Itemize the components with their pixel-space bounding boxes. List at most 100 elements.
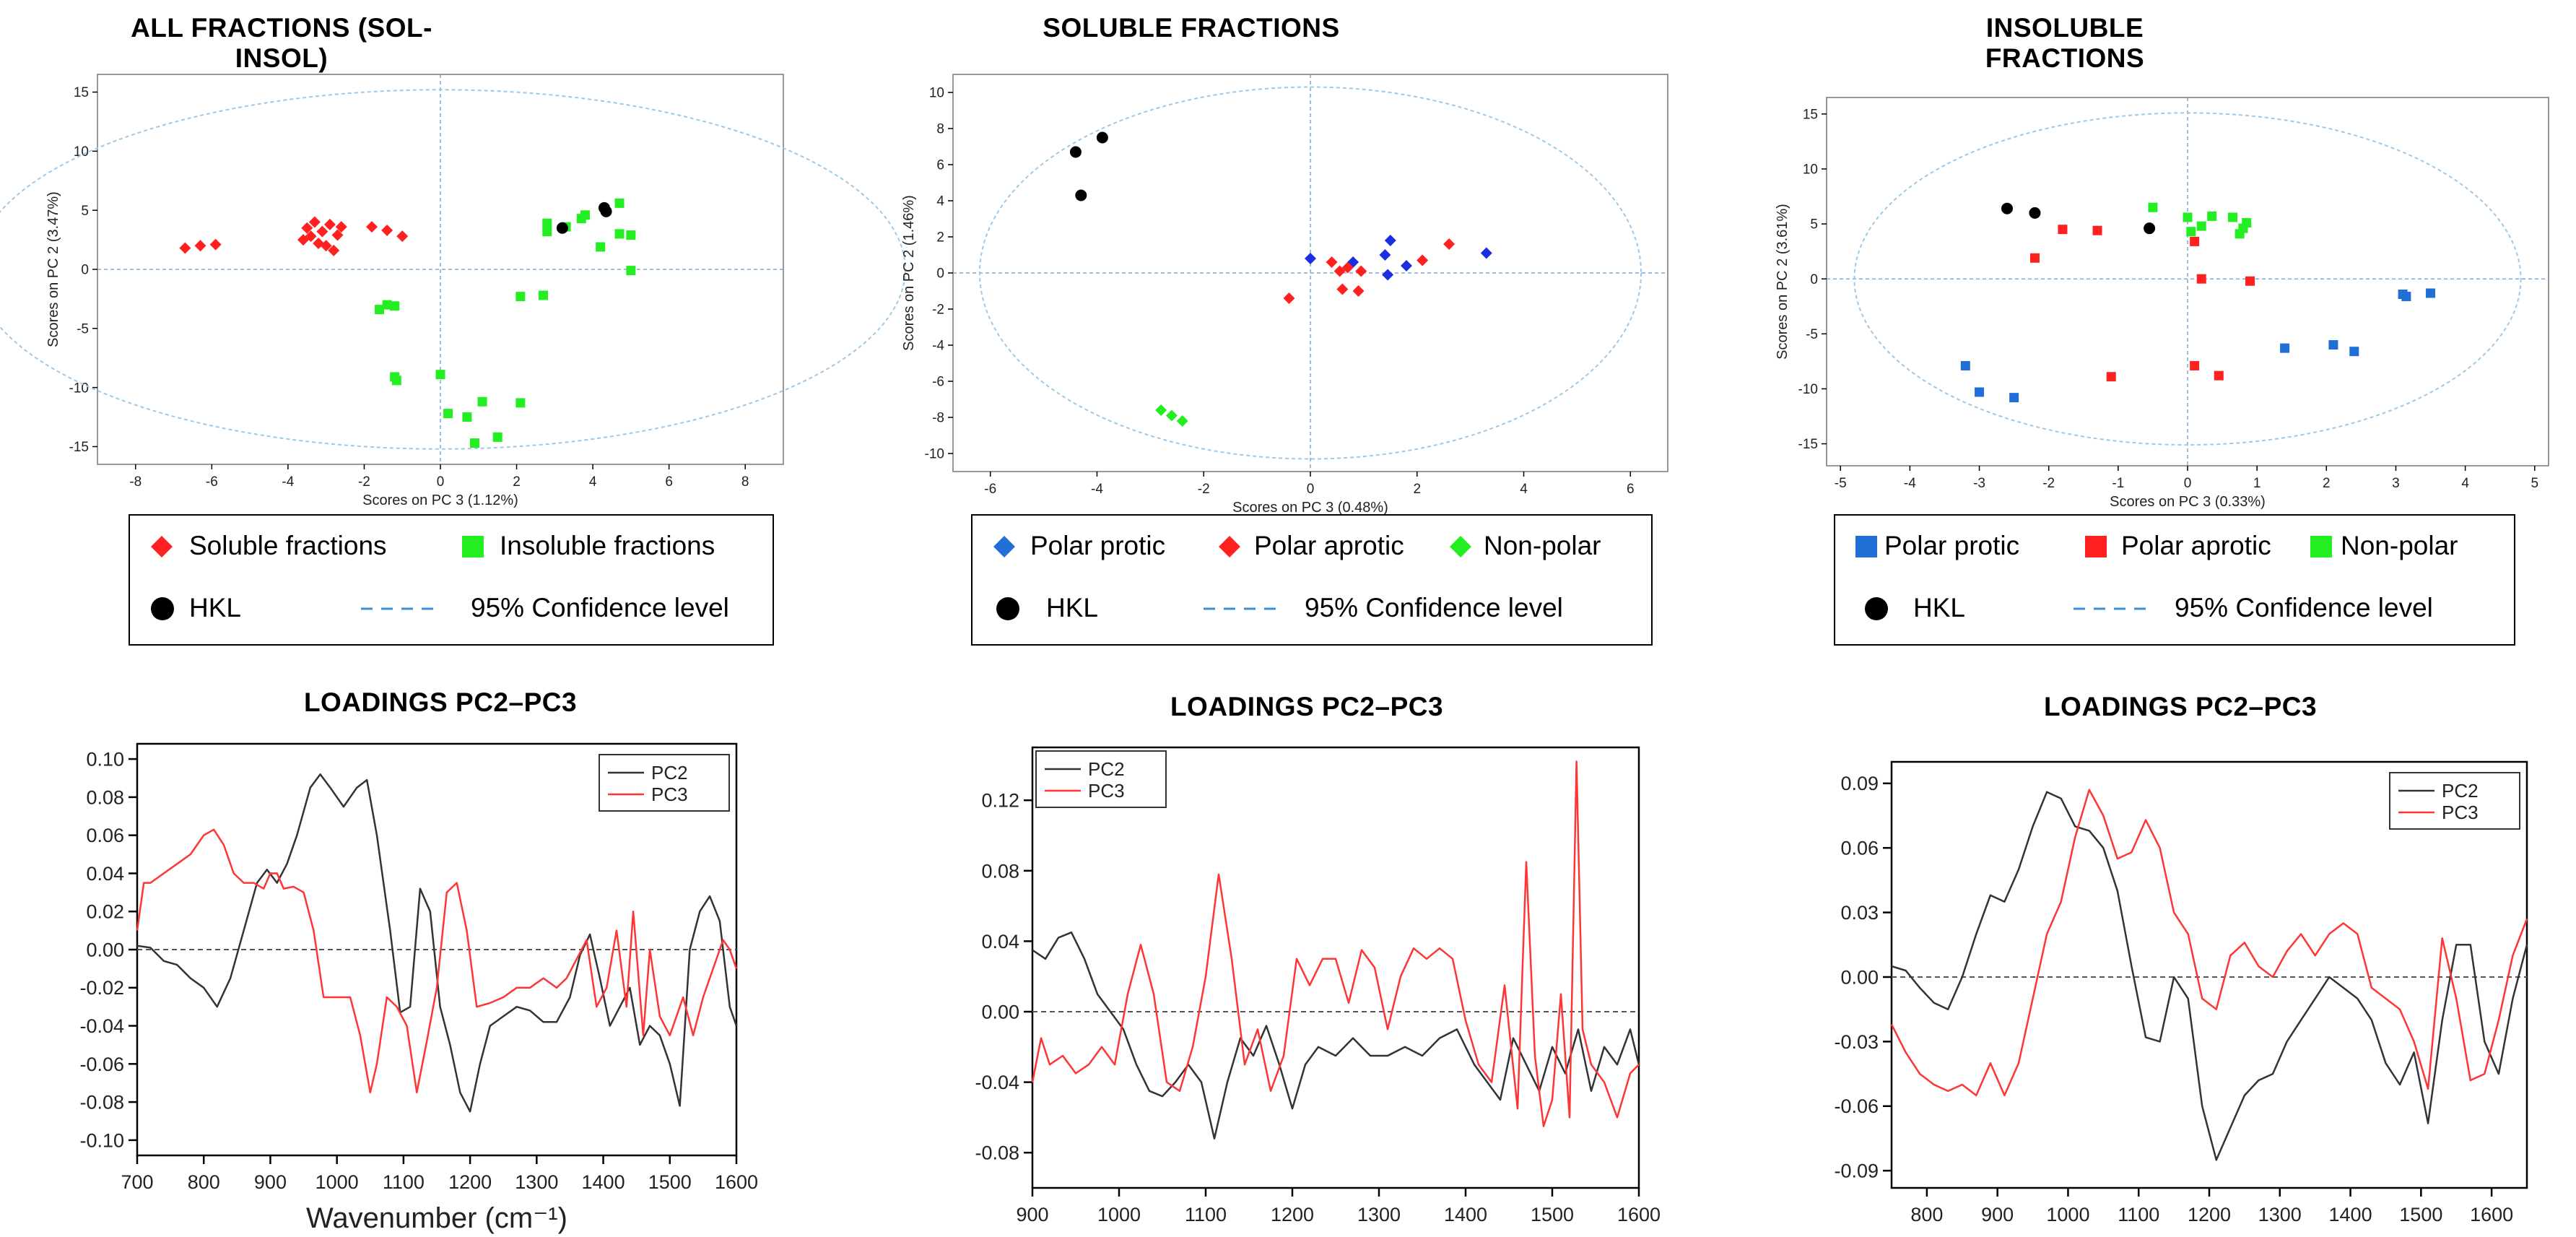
- x-tick-label: -1: [2112, 476, 2124, 491]
- scores-sol-chart: -6 -4 -2 0 2 4 6 -10 -8 -6 -4 -2 0 2 4 6 8 10 Scores on PC…: [901, 74, 1668, 516]
- title-scores-sol: SOLUBLE FRACTIONS: [1043, 13, 1340, 43]
- x-tick-label: -2: [1198, 482, 1210, 497]
- x-tick-label: 1200: [1271, 1204, 1314, 1225]
- legend-diamond-icon: [1219, 536, 1240, 557]
- scatter-point-circle: [1069, 146, 1082, 158]
- scatter-point-diamond: [1326, 256, 1338, 268]
- scatter-point-square: [2190, 360, 2200, 370]
- scatter-point-square: [2106, 372, 2116, 382]
- scatter-point-circle: [2029, 207, 2041, 219]
- loadings-sol-chart: 900 1000 1100 1200 1300 1400 1500 1600 -0.08 -0.0…: [975, 746, 1661, 1237]
- y-tick-label: -0.04: [975, 1072, 1019, 1093]
- y-axis-label: Scores on PC 2 (3.47%): [45, 191, 61, 347]
- x-tick-label: -4: [1904, 476, 1916, 491]
- scatter-point-square: [539, 290, 548, 300]
- y-tick-label: 0.09: [1840, 773, 1879, 794]
- x-axis-label: Scores on PC 3 (1.12%): [362, 492, 518, 508]
- legend-label-confidence: 95% Confidence level: [2175, 593, 2433, 622]
- scatter-point-diamond: [1382, 269, 1394, 281]
- x-tick-label: 0: [437, 474, 445, 490]
- scatter-point-square: [614, 229, 625, 239]
- scatter-point-square: [2196, 221, 2206, 231]
- x-tick-label: 900: [1016, 1204, 1048, 1225]
- scatter-point-square: [2196, 274, 2206, 284]
- y-axis-label: Scores on PC 2 (3.61%): [1775, 204, 1790, 360]
- legend-square-icon: [2310, 536, 2332, 557]
- scatter-point-diamond: [316, 225, 328, 238]
- x-tick-label: -6: [206, 474, 218, 490]
- y-tick-label: -0.03: [1834, 1031, 1879, 1053]
- y-tick-label: -0.08: [79, 1092, 124, 1114]
- legend-label-polar-protic: Polar protic: [1884, 531, 2020, 560]
- series-line-pc3: [136, 828, 738, 1094]
- x-tick-label: 1300: [1357, 1204, 1401, 1225]
- scatter-point-square: [515, 398, 526, 408]
- x-tick-label: 1: [2253, 476, 2261, 491]
- scatter-point-square: [2349, 347, 2359, 357]
- x-tick-label: 1100: [383, 1171, 425, 1193]
- x-tick-label: 1000: [316, 1171, 359, 1193]
- plot-legend-label: PC2: [1088, 758, 1125, 780]
- y-tick-label: 10: [74, 144, 89, 160]
- legend-scores-sol: Polar protic Polar aprotic Non-polar HKL…: [971, 514, 1653, 646]
- title-loadings-sol: LOADINGS PC2–PC3: [1170, 692, 1444, 721]
- y-tick-label: -8: [932, 411, 944, 426]
- x-tick-label: 1000: [1097, 1204, 1141, 1225]
- legend-label-polar-aprotic: Polar aprotic: [1254, 531, 1404, 560]
- y-tick-label: -6: [932, 375, 944, 390]
- y-tick-label: 0.06: [86, 825, 124, 846]
- scores-all-chart: -8 -6 -4 -2 0 2 4 6 8 -15 -10 -5 0 5 10 15 Scores on PC …: [0, 74, 906, 508]
- y-tick-label: -5: [1806, 327, 1818, 342]
- legend-circle-icon: [1865, 597, 1888, 620]
- scatter-point-diamond: [1165, 409, 1178, 422]
- y-tick-label: 0: [936, 266, 944, 282]
- scatter-point-square: [2186, 227, 2196, 237]
- x-tick-label: 4: [2461, 476, 2469, 491]
- x-tick-label: -3: [1973, 476, 1985, 491]
- scatter-point-square: [477, 396, 487, 407]
- x-tick-label: 1400: [582, 1171, 625, 1193]
- x-tick-label: 3: [2392, 476, 2400, 491]
- y-tick-label: -15: [69, 440, 89, 455]
- loadings-insol-chart: 800 900 1000 1100 1200 1300 1400 1500 1600 -0.09 -…: [1834, 760, 2528, 1237]
- x-tick-label: 1200: [448, 1171, 492, 1193]
- scatter-point-diamond: [1400, 260, 1412, 272]
- x-tick-label: 800: [1910, 1204, 1943, 1225]
- y-axis-label: Scores on PC 2 (1.46%): [901, 195, 917, 351]
- y-tick-label: -10: [1798, 382, 1818, 397]
- scatter-point-diamond: [1384, 235, 1396, 246]
- x-tick-label: 5: [2531, 476, 2538, 491]
- legend-label-hkl: HKL: [1913, 593, 1965, 622]
- scatter-point-square: [1975, 387, 1985, 397]
- x-tick-label: 1300: [515, 1171, 558, 1193]
- legend-dash-icon: [1204, 607, 1276, 610]
- scatter-point-diamond: [305, 230, 317, 243]
- scatter-point-square: [2401, 292, 2411, 302]
- legend-label-non-polar: Non-polar: [2341, 531, 2458, 560]
- x-tick-label: 4: [1520, 482, 1528, 497]
- legend-scores-all: Soluble fractions Insoluble fractions HK…: [129, 514, 774, 646]
- scatter-point-diamond: [301, 222, 313, 234]
- y-tick-label: 8: [936, 122, 944, 137]
- y-tick-label: -0.08: [975, 1142, 1019, 1164]
- y-tick-label: -2: [932, 303, 944, 318]
- x-tick-label: -4: [1091, 482, 1103, 497]
- y-tick-label: 0.06: [1840, 838, 1879, 859]
- x-tick-label: 1100: [1185, 1204, 1227, 1225]
- scatter-point-square: [2426, 288, 2436, 298]
- x-tick-label: 1400: [1444, 1204, 1487, 1225]
- scatter-point-square: [382, 300, 392, 310]
- y-tick-label: -15: [1798, 437, 1818, 452]
- legend-label-non-polar: Non-polar: [1484, 531, 1601, 560]
- legend-label-soluble: Soluble fractions: [189, 531, 387, 560]
- plot-legend-box: [1035, 750, 1167, 808]
- scatter-point-square: [542, 227, 552, 237]
- legend-label-hkl: HKL: [1046, 593, 1098, 622]
- x-tick-label: 800: [188, 1171, 220, 1193]
- legend-square-icon: [462, 536, 484, 557]
- scatter-point-circle: [556, 222, 568, 234]
- x-tick-label: 1200: [2188, 1204, 2231, 1225]
- x-tick-label: 8: [741, 474, 749, 490]
- series-line-pc3: [1031, 760, 1640, 1127]
- x-tick-label: 6: [1627, 482, 1635, 497]
